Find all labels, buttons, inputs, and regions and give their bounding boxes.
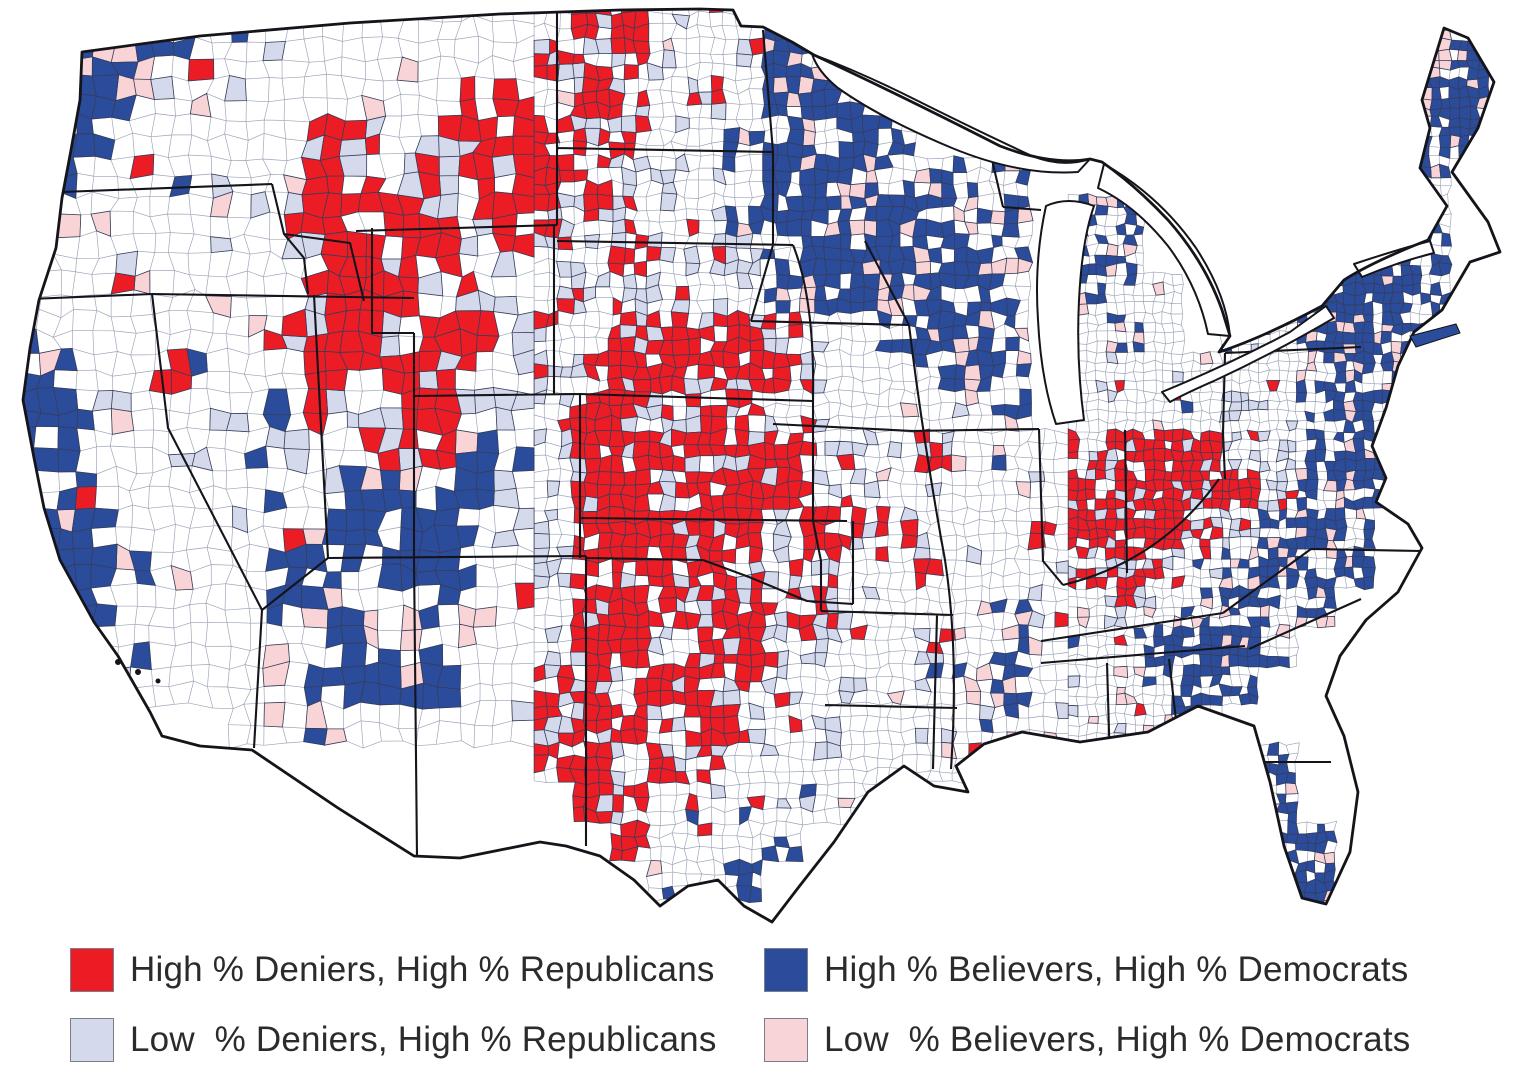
legend-swatch-low-believers — [764, 1018, 808, 1062]
legend-swatch-low-deniers — [70, 1018, 114, 1062]
island-dot — [135, 669, 141, 675]
state-borders — [29, 12, 1422, 858]
legend-label-low-believers: Low % Believers, High % Democrats — [824, 1020, 1411, 1059]
legend-label-high-believers: High % Believers, High % Democrats — [824, 950, 1409, 989]
legend-swatch-high-deniers — [70, 948, 114, 992]
legend-label-high-deniers: High % Deniers, High % Republicans — [130, 950, 715, 989]
lake-michigan — [1036, 200, 1095, 425]
long-island — [1409, 323, 1461, 348]
great-lakes — [811, 53, 1435, 425]
legend: High % Deniers, High % Republicans Low %… — [0, 940, 1526, 1073]
us-county-choropleth — [21, 7, 1502, 924]
lake-superior — [811, 53, 1091, 174]
legend-item-high-believers: High % Believers, High % Democrats — [764, 948, 1409, 992]
legend-label-low-deniers: Low % Deniers, High % Republicans — [130, 1020, 717, 1059]
legend-item-high-deniers: High % Deniers, High % Republicans — [70, 948, 715, 992]
county-layer — [23, 9, 1491, 922]
national-border — [21, 7, 1502, 924]
clipped-map-content — [23, 9, 1491, 922]
county-cells-R — [74, 9, 1300, 862]
lake-ontario — [1353, 240, 1435, 278]
legend-swatch-high-believers — [764, 948, 808, 992]
legend-item-low-believers: Low % Believers, High % Democrats — [764, 1018, 1410, 1062]
coastal-islands — [115, 659, 161, 684]
lake-erie — [1161, 305, 1335, 403]
island-dot — [115, 659, 121, 665]
island-dot — [155, 678, 161, 684]
legend-item-low-deniers: Low % Deniers, High % Republicans — [70, 1018, 717, 1062]
